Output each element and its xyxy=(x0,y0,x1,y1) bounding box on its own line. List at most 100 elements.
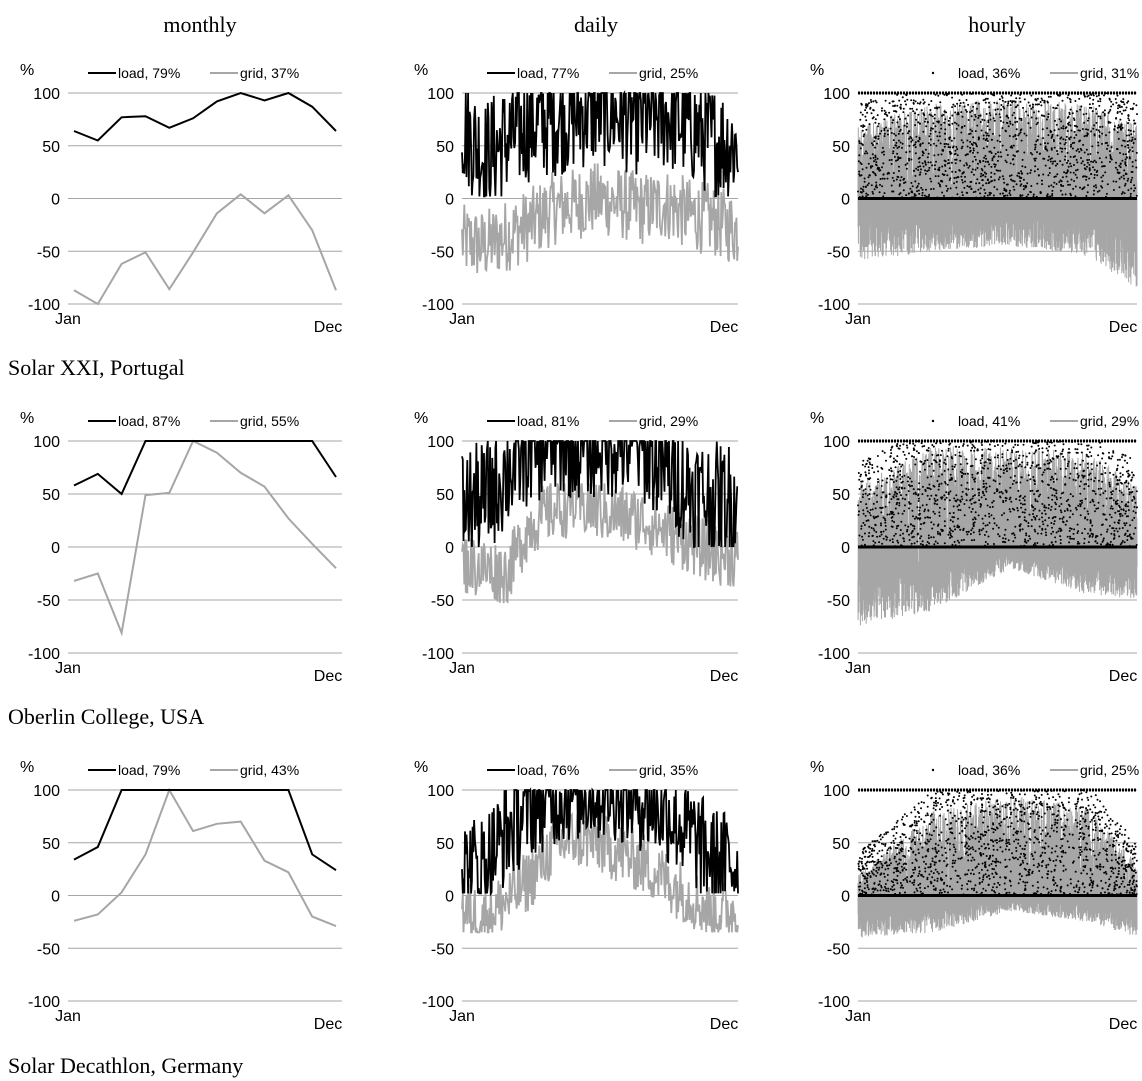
load-dot xyxy=(1105,850,1108,853)
load-dot xyxy=(941,496,944,499)
load-dot xyxy=(1041,846,1044,849)
load-dot xyxy=(904,836,907,839)
load-dot xyxy=(1035,515,1038,517)
load-dot xyxy=(936,498,939,501)
load-dot xyxy=(927,850,930,853)
load-dot xyxy=(1110,853,1113,856)
load-dot xyxy=(1033,111,1035,114)
load-dot xyxy=(1063,834,1066,837)
load-dot xyxy=(992,543,995,545)
load-dot xyxy=(867,477,869,480)
load-dot xyxy=(1019,180,1022,183)
load-dot xyxy=(988,515,991,518)
load-dot xyxy=(869,157,872,160)
load-dot xyxy=(939,454,942,457)
load-dot xyxy=(971,443,974,446)
load-dot xyxy=(896,501,899,504)
load-dot xyxy=(920,874,922,876)
load-dot xyxy=(1070,527,1073,530)
load-dot xyxy=(945,801,948,804)
load-dot xyxy=(955,186,958,189)
load-dot xyxy=(1061,176,1064,179)
load-dot xyxy=(1114,830,1117,833)
load-dot xyxy=(860,860,863,863)
load-dot xyxy=(1038,447,1041,450)
load-dot xyxy=(1106,860,1109,863)
load-dot xyxy=(928,113,931,116)
load-dot xyxy=(1013,802,1016,805)
load-dot xyxy=(1059,189,1062,192)
load-dot xyxy=(1011,100,1014,103)
load-dot xyxy=(953,814,956,817)
load-dot xyxy=(863,524,866,526)
load-dot xyxy=(1094,814,1097,817)
load-dot xyxy=(1074,807,1077,810)
load-dot xyxy=(954,850,957,853)
load-dot xyxy=(986,825,989,828)
load-dot xyxy=(1059,93,1062,96)
load-dot xyxy=(1097,94,1100,97)
load-dot xyxy=(1085,483,1088,485)
load-dot xyxy=(1126,462,1129,464)
load-dot xyxy=(914,100,917,103)
load-dot xyxy=(1123,522,1126,525)
legend-load-label: load, 79% xyxy=(118,762,180,778)
load-dot xyxy=(941,793,944,796)
load-dot xyxy=(995,808,998,811)
load-dot xyxy=(1004,541,1007,544)
load-dot xyxy=(1038,864,1041,867)
load-dot xyxy=(897,488,900,491)
legend-load-marker xyxy=(931,419,935,423)
load-dot xyxy=(930,821,933,824)
load-dot xyxy=(1092,882,1094,885)
load-dot xyxy=(935,494,938,497)
load-dot xyxy=(908,484,910,486)
load-dot xyxy=(947,533,950,536)
load-dot xyxy=(1052,458,1055,460)
load-dot xyxy=(1075,169,1077,172)
load-dot xyxy=(1067,115,1070,118)
load-dot xyxy=(1134,888,1137,891)
load-dot xyxy=(1100,185,1103,188)
load-dot xyxy=(1004,129,1007,132)
load-dot xyxy=(1046,459,1049,462)
load-dot xyxy=(870,849,873,852)
load-dot xyxy=(869,876,872,879)
load-dot xyxy=(1124,868,1127,871)
load-dot xyxy=(1047,113,1050,116)
load-dot xyxy=(1086,892,1089,895)
load-dot xyxy=(995,873,998,875)
load-dot xyxy=(884,111,887,114)
load-dot xyxy=(970,802,973,805)
load-dot xyxy=(865,503,868,506)
load-dot xyxy=(861,851,864,853)
load-dot xyxy=(915,118,918,121)
load-dot xyxy=(919,143,922,146)
load-dot xyxy=(903,453,906,456)
load-dot xyxy=(972,794,975,797)
load-dot xyxy=(978,877,981,880)
load-dot xyxy=(1025,134,1028,137)
series-load-dots xyxy=(857,92,1138,200)
load-dot xyxy=(869,514,872,517)
load-dot xyxy=(1014,466,1017,469)
load-dot xyxy=(1016,858,1019,861)
load-dot xyxy=(1131,165,1134,168)
load-dot xyxy=(1123,184,1126,187)
load-dot xyxy=(1054,864,1057,867)
load-dot xyxy=(975,145,978,148)
load-dot xyxy=(1018,803,1021,806)
load-dot xyxy=(1133,119,1135,122)
load-dot xyxy=(893,828,896,830)
load-dot xyxy=(890,498,893,501)
load-dot xyxy=(937,94,940,97)
load-dot xyxy=(1067,462,1069,465)
load-dot xyxy=(1101,180,1104,183)
load-dot xyxy=(1085,128,1088,131)
load-dot xyxy=(915,887,918,890)
load-dot xyxy=(1053,494,1056,497)
load-dot xyxy=(1114,511,1117,514)
load-dot xyxy=(1024,184,1027,187)
